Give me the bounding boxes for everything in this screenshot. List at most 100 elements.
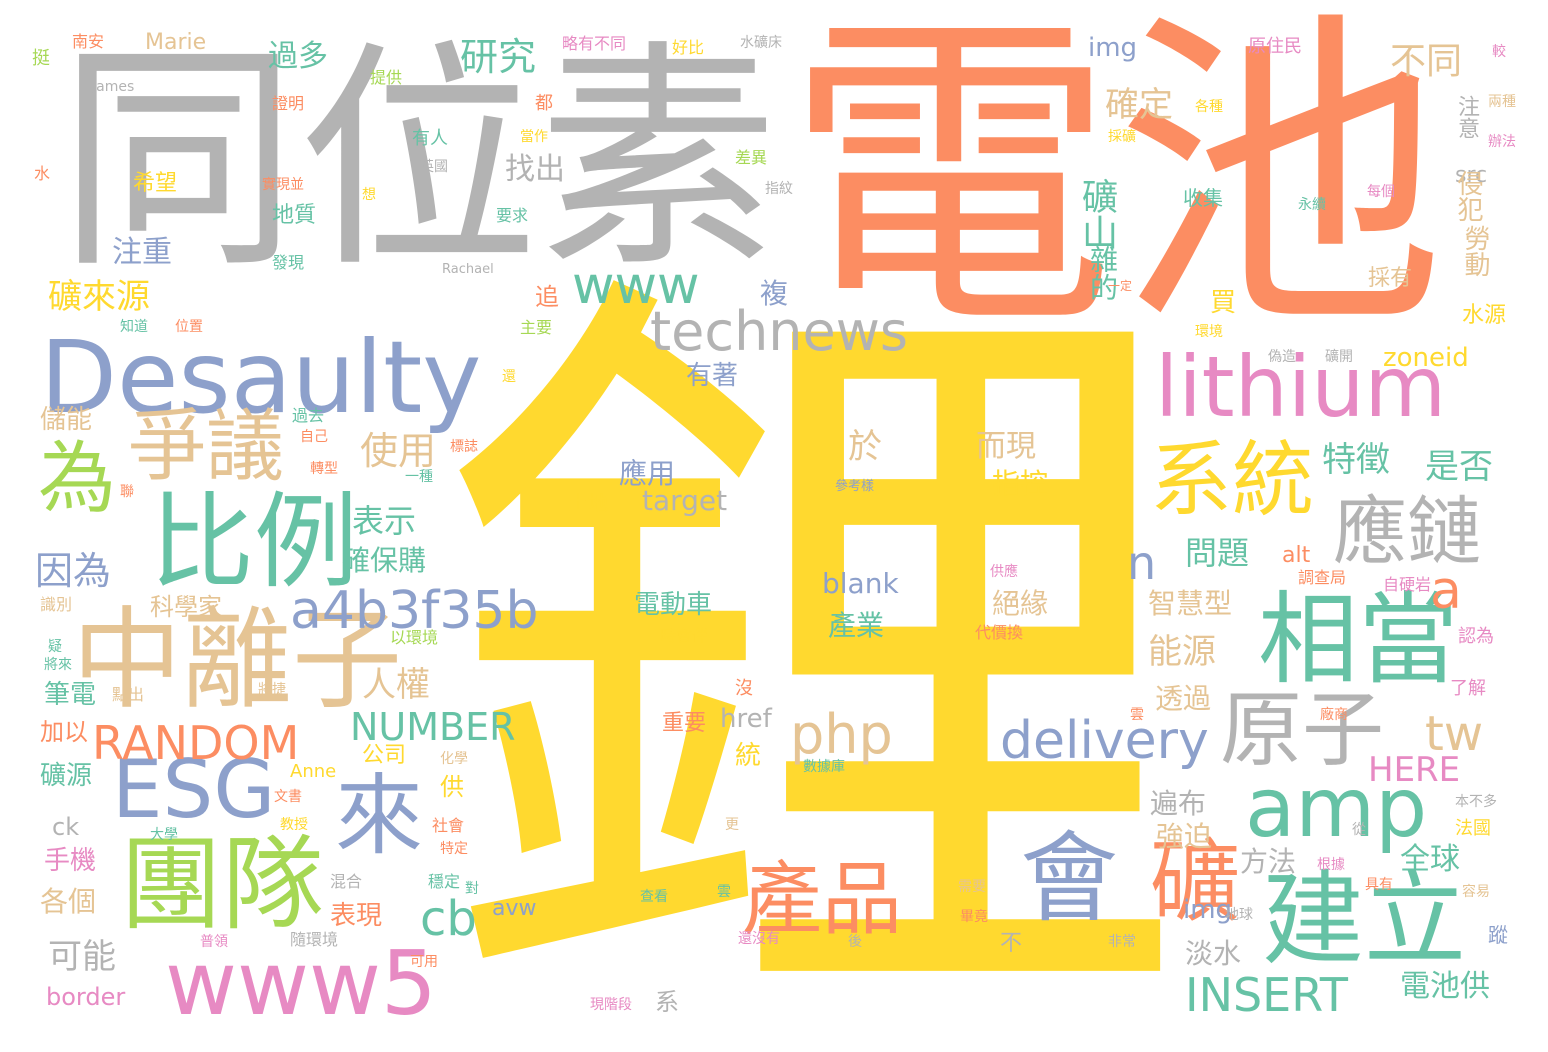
word: 電池供 [1400, 969, 1490, 1004]
word: NUMBER [350, 705, 516, 749]
word: 追 [535, 283, 559, 311]
word: 了解 [1450, 678, 1486, 699]
word: 地質 [272, 203, 317, 228]
word: 各個 [40, 885, 97, 918]
word: 知道 [120, 319, 148, 335]
word: 方法 [1240, 845, 1297, 878]
word: img [1088, 33, 1138, 63]
word: 可用 [410, 954, 438, 970]
word: 辦法 [1488, 134, 1516, 150]
word: 筆電 [44, 680, 97, 710]
word: 重要 [662, 711, 707, 736]
word: 指控 [992, 467, 1049, 500]
word: 都 [535, 93, 553, 114]
word: 注意 [1454, 95, 1479, 139]
word: 各種 [1195, 99, 1223, 115]
word: 同位素 [58, 20, 779, 300]
word: 科學家 [150, 593, 222, 621]
word: 聯 [120, 484, 134, 500]
word: INSERT [1185, 968, 1348, 1022]
word: 將來 [44, 657, 72, 673]
word: 找出 [505, 152, 565, 187]
word: 後 [848, 934, 862, 950]
word: Marie [145, 30, 207, 55]
word: 希望 [133, 171, 178, 196]
word: 自己 [300, 429, 328, 445]
word: Desaulty [40, 319, 482, 436]
word: 為 [38, 434, 117, 524]
word: 還沒有 [738, 931, 780, 947]
word: 好比 [672, 38, 705, 57]
word: border [46, 983, 126, 1011]
word: 問題 [1185, 534, 1250, 572]
word: 具有 [1365, 877, 1393, 893]
word: 系 [655, 988, 679, 1016]
word: 位置 [175, 319, 203, 335]
word: 標誌 [450, 439, 478, 455]
word: 穩定 [428, 872, 461, 891]
word: 還 [502, 369, 516, 385]
word: 環境 [1195, 324, 1223, 340]
word: 侵犯 [1453, 170, 1483, 222]
word: 混合 [330, 872, 363, 891]
word: 疑 [48, 639, 62, 655]
word: 不同 [1390, 41, 1463, 82]
word: 電池 [785, 0, 1445, 369]
word: 表示 [352, 502, 417, 540]
word: 供 [440, 773, 464, 801]
word: 發現 [272, 253, 305, 272]
word: amp [1245, 761, 1428, 856]
word: 能源 [1148, 632, 1216, 672]
word: 中離子 [72, 596, 402, 724]
word: 勞動 [1460, 225, 1490, 277]
word: avw [492, 896, 537, 921]
word: RANDOM [92, 716, 300, 770]
word: 因為 [35, 549, 112, 593]
word: 從 [1352, 822, 1366, 838]
word: target [642, 484, 728, 517]
word: 數據庫 [803, 759, 845, 775]
word: 土地 [568, 491, 608, 515]
word: alt [1282, 543, 1311, 568]
word: 團隊 [120, 826, 324, 945]
word: 容易 [1462, 884, 1490, 900]
word: 儲能 [40, 405, 93, 435]
word: 實現並 [262, 177, 304, 193]
word: 水 [34, 164, 51, 183]
word: 指紋 [765, 181, 793, 197]
word: 透過 [1155, 682, 1212, 715]
word: 表現 [330, 901, 383, 931]
word: www [572, 256, 700, 316]
word: 使用 [360, 429, 437, 473]
word: 不 [1000, 931, 1023, 956]
word: img [1183, 895, 1233, 925]
word: 英國 [420, 159, 448, 175]
word: a4b3f35b [290, 581, 539, 641]
word: 收集 [1183, 186, 1223, 210]
word: 而現 [976, 429, 1036, 464]
word: 採有 [1368, 266, 1413, 291]
word: 參考樣 [835, 479, 875, 494]
word: 當作 [520, 129, 548, 145]
word: tw [1425, 706, 1484, 762]
word: 人權 [362, 665, 430, 705]
word: a [1430, 561, 1462, 621]
word: 普領 [200, 934, 228, 950]
word: 有著 [686, 361, 739, 391]
word: 注重 [112, 235, 172, 270]
word: 特徵 [1322, 440, 1390, 480]
word: 比例 [150, 481, 359, 603]
word: 識別 [40, 595, 73, 614]
word: 水礦床 [740, 35, 782, 51]
word: 礦源 [40, 761, 93, 791]
word: 差異 [735, 148, 768, 167]
word: 淡水 [1185, 937, 1242, 970]
word: 永續 [1298, 197, 1326, 213]
word: 產業 [828, 609, 885, 642]
word: 公司 [362, 743, 407, 768]
word: 略有不同 [562, 34, 627, 53]
word: 蹤 [1488, 923, 1508, 947]
word: 社會 [432, 816, 465, 835]
word: 認為 [1458, 626, 1494, 647]
word: 偽造 [1268, 349, 1296, 365]
